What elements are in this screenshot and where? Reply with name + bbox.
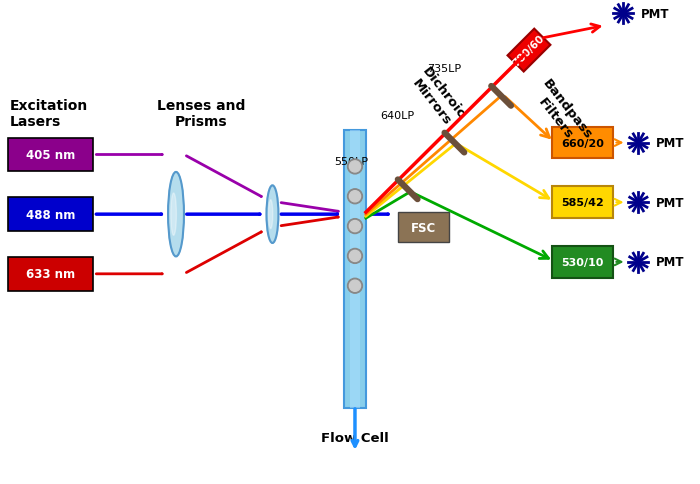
FancyBboxPatch shape [552,187,613,219]
Text: 550LP: 550LP [334,157,368,167]
Circle shape [347,249,363,264]
Ellipse shape [168,172,184,257]
FancyBboxPatch shape [344,130,366,408]
Circle shape [349,221,360,232]
Circle shape [349,281,360,292]
Text: Dichroic
Mirrors: Dichroic Mirrors [407,65,468,130]
Text: PMT: PMT [656,137,685,150]
Text: 633 nm: 633 nm [26,268,76,281]
Circle shape [347,219,363,234]
FancyBboxPatch shape [349,130,360,408]
Circle shape [349,162,360,173]
Circle shape [347,279,363,294]
Text: 530/10: 530/10 [561,257,604,267]
Text: Bandpass
Filters: Bandpass Filters [528,76,594,151]
Bar [508,30,550,73]
Text: Flow Cell: Flow Cell [321,431,388,444]
Text: Excitation
Lasers: Excitation Lasers [10,98,88,129]
Ellipse shape [269,200,273,229]
Text: Lenses and
Prisms: Lenses and Prisms [157,98,245,129]
Text: PMT: PMT [656,256,685,269]
FancyBboxPatch shape [8,138,94,172]
Text: 660/20: 660/20 [561,138,604,148]
FancyBboxPatch shape [8,257,94,291]
Circle shape [347,189,363,204]
FancyBboxPatch shape [8,198,94,231]
Text: FSC: FSC [411,221,436,234]
Text: PMT: PMT [656,197,685,209]
FancyBboxPatch shape [552,127,613,159]
Text: 405 nm: 405 nm [26,149,76,162]
Text: 585/42: 585/42 [561,198,604,208]
Text: PMT: PMT [641,8,670,21]
Circle shape [347,160,363,175]
FancyBboxPatch shape [552,246,613,278]
Ellipse shape [267,186,279,243]
Ellipse shape [171,194,176,236]
Circle shape [349,191,360,202]
Text: 640LP: 640LP [381,110,414,121]
Text: 780/60: 780/60 [511,33,547,69]
Text: 735LP: 735LP [427,64,461,74]
Text: 488 nm: 488 nm [26,208,76,221]
FancyBboxPatch shape [398,213,449,242]
Circle shape [349,251,360,262]
